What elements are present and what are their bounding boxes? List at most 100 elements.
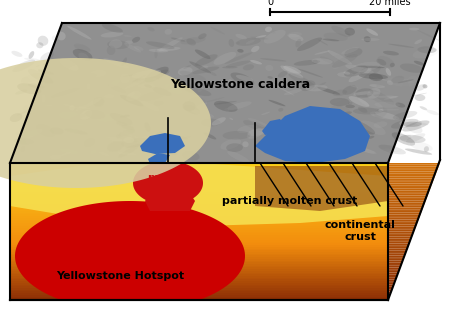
Bar (10, 250, 388, 252)
Ellipse shape (406, 133, 425, 143)
Ellipse shape (28, 69, 53, 84)
Bar (10, 233, 388, 235)
Polygon shape (388, 192, 429, 194)
Bar (10, 297, 388, 298)
Ellipse shape (361, 38, 380, 41)
Ellipse shape (225, 52, 253, 64)
Polygon shape (388, 202, 425, 204)
Ellipse shape (21, 77, 30, 87)
Ellipse shape (353, 91, 373, 96)
Ellipse shape (376, 59, 386, 66)
Ellipse shape (351, 62, 380, 72)
Ellipse shape (337, 72, 354, 77)
Ellipse shape (192, 67, 219, 74)
Ellipse shape (324, 148, 343, 154)
Ellipse shape (126, 142, 152, 148)
Ellipse shape (64, 39, 88, 46)
Ellipse shape (14, 138, 35, 144)
Ellipse shape (400, 64, 424, 73)
Ellipse shape (132, 75, 146, 82)
Ellipse shape (81, 26, 107, 34)
Ellipse shape (116, 134, 120, 138)
Ellipse shape (110, 113, 132, 125)
Ellipse shape (376, 96, 398, 98)
Ellipse shape (399, 135, 426, 143)
Ellipse shape (214, 52, 237, 65)
Polygon shape (388, 297, 389, 298)
Ellipse shape (236, 34, 247, 39)
Bar (10, 189, 388, 190)
Bar (10, 249, 388, 250)
Ellipse shape (74, 44, 91, 52)
Polygon shape (388, 257, 404, 259)
Ellipse shape (200, 66, 209, 70)
Polygon shape (388, 254, 406, 256)
Polygon shape (388, 264, 401, 266)
Ellipse shape (247, 128, 267, 136)
Ellipse shape (196, 133, 214, 137)
Ellipse shape (15, 132, 20, 135)
Ellipse shape (82, 138, 109, 146)
Bar (10, 245, 388, 247)
Ellipse shape (210, 120, 229, 127)
Polygon shape (388, 293, 391, 295)
Bar (10, 226, 388, 228)
Ellipse shape (52, 35, 57, 41)
Ellipse shape (236, 38, 261, 46)
Ellipse shape (75, 98, 101, 111)
Polygon shape (388, 247, 408, 249)
Ellipse shape (59, 55, 87, 60)
Ellipse shape (69, 105, 75, 111)
Ellipse shape (281, 66, 303, 78)
Ellipse shape (90, 70, 107, 77)
Polygon shape (388, 237, 412, 238)
Ellipse shape (157, 47, 181, 51)
Ellipse shape (137, 78, 158, 88)
Ellipse shape (337, 122, 349, 131)
Polygon shape (388, 178, 434, 180)
Ellipse shape (103, 58, 131, 69)
Ellipse shape (25, 144, 43, 152)
Ellipse shape (268, 100, 285, 106)
Ellipse shape (174, 80, 201, 86)
Ellipse shape (414, 61, 425, 66)
Ellipse shape (38, 36, 48, 46)
Ellipse shape (251, 46, 259, 52)
Ellipse shape (390, 63, 395, 67)
Ellipse shape (135, 78, 145, 84)
Ellipse shape (348, 102, 353, 105)
Bar (10, 211, 388, 213)
Bar (10, 218, 388, 219)
Ellipse shape (78, 53, 89, 61)
Bar (10, 202, 388, 204)
Ellipse shape (201, 119, 220, 126)
Ellipse shape (310, 118, 333, 130)
Ellipse shape (12, 60, 35, 72)
Ellipse shape (322, 39, 339, 41)
Polygon shape (388, 279, 396, 281)
Ellipse shape (189, 61, 211, 73)
Ellipse shape (104, 94, 115, 98)
Ellipse shape (243, 120, 268, 132)
Ellipse shape (376, 80, 388, 87)
Ellipse shape (102, 24, 123, 33)
Bar (10, 285, 388, 286)
Polygon shape (388, 262, 402, 264)
Ellipse shape (187, 32, 210, 39)
Polygon shape (388, 283, 394, 285)
Ellipse shape (369, 42, 391, 47)
Ellipse shape (355, 147, 376, 154)
Ellipse shape (109, 79, 120, 87)
Ellipse shape (228, 101, 252, 110)
Ellipse shape (348, 68, 372, 82)
Ellipse shape (187, 83, 190, 91)
Ellipse shape (344, 66, 368, 77)
Ellipse shape (191, 110, 214, 118)
Ellipse shape (210, 71, 217, 76)
Ellipse shape (224, 108, 229, 113)
Polygon shape (388, 185, 431, 187)
Ellipse shape (21, 73, 44, 83)
Polygon shape (388, 165, 439, 166)
Ellipse shape (263, 71, 291, 81)
Polygon shape (388, 286, 393, 288)
